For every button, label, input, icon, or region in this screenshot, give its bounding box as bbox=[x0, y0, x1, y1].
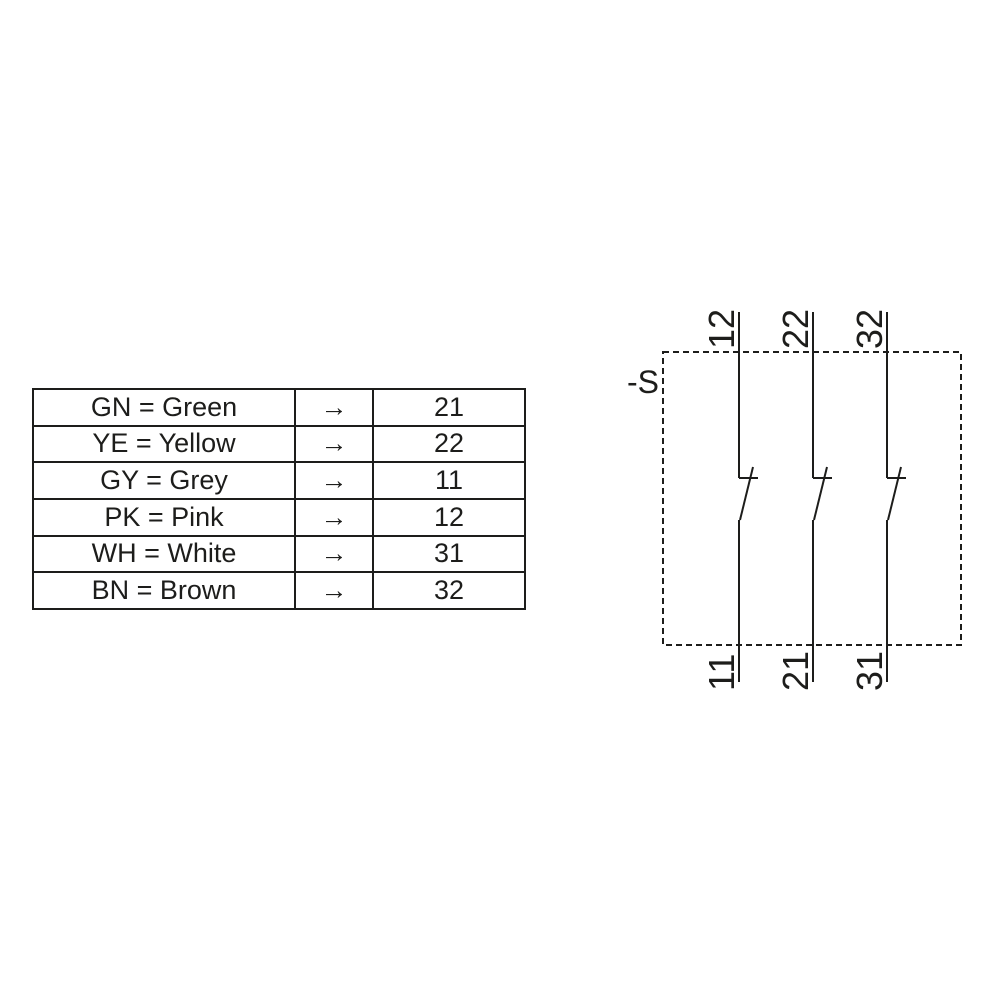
color-code-label: PK = Pink bbox=[32, 497, 296, 537]
terminal-number: 32 bbox=[372, 571, 526, 610]
terminal-label-top: 22 bbox=[775, 309, 816, 349]
terminal-number: 21 bbox=[372, 388, 526, 427]
terminal-number: 12 bbox=[372, 497, 526, 537]
color-code-label: WH = White bbox=[32, 534, 296, 574]
terminal-label-bottom: 11 bbox=[701, 654, 742, 691]
color-code-table: GN = Green → 21 YE = Yellow → 22 GY = Gr… bbox=[32, 388, 526, 610]
terminal-number: 22 bbox=[372, 424, 526, 464]
table-row: GN = Green → 21 bbox=[32, 388, 526, 427]
arrow-icon: → bbox=[294, 497, 374, 537]
contact-pole-1: 12 11 bbox=[701, 309, 758, 691]
terminal-number: 31 bbox=[372, 534, 526, 574]
color-code-label: YE = Yellow bbox=[32, 424, 296, 464]
color-code-label: BN = Brown bbox=[32, 571, 296, 610]
arrow-icon: → bbox=[294, 571, 374, 610]
table-row: BN = Brown → 32 bbox=[32, 571, 526, 610]
device-label: -S bbox=[627, 364, 659, 400]
arrow-icon: → bbox=[294, 388, 374, 427]
contact-pole-3: 32 31 bbox=[849, 309, 906, 691]
table-row: YE = Yellow → 22 bbox=[32, 424, 526, 464]
color-code-label: GN = Green bbox=[32, 388, 296, 427]
movable-contact bbox=[887, 466, 902, 521]
terminal-label-top: 12 bbox=[701, 309, 742, 349]
terminal-label-bottom: 21 bbox=[775, 651, 816, 691]
arrow-icon: → bbox=[294, 534, 374, 574]
arrow-icon: → bbox=[294, 424, 374, 464]
table-row: PK = Pink → 12 bbox=[32, 497, 526, 537]
terminal-label-top: 32 bbox=[849, 309, 890, 349]
arrow-icon: → bbox=[294, 461, 374, 500]
color-code-label: GY = Grey bbox=[32, 461, 296, 500]
contact-pole-2: 22 21 bbox=[775, 309, 832, 691]
table-row: WH = White → 31 bbox=[32, 534, 526, 574]
terminal-number: 11 bbox=[372, 461, 526, 500]
movable-contact bbox=[739, 466, 754, 521]
terminal-label-bottom: 31 bbox=[849, 651, 890, 691]
movable-contact bbox=[813, 466, 828, 521]
table-row: GY = Grey → 11 bbox=[32, 461, 526, 500]
